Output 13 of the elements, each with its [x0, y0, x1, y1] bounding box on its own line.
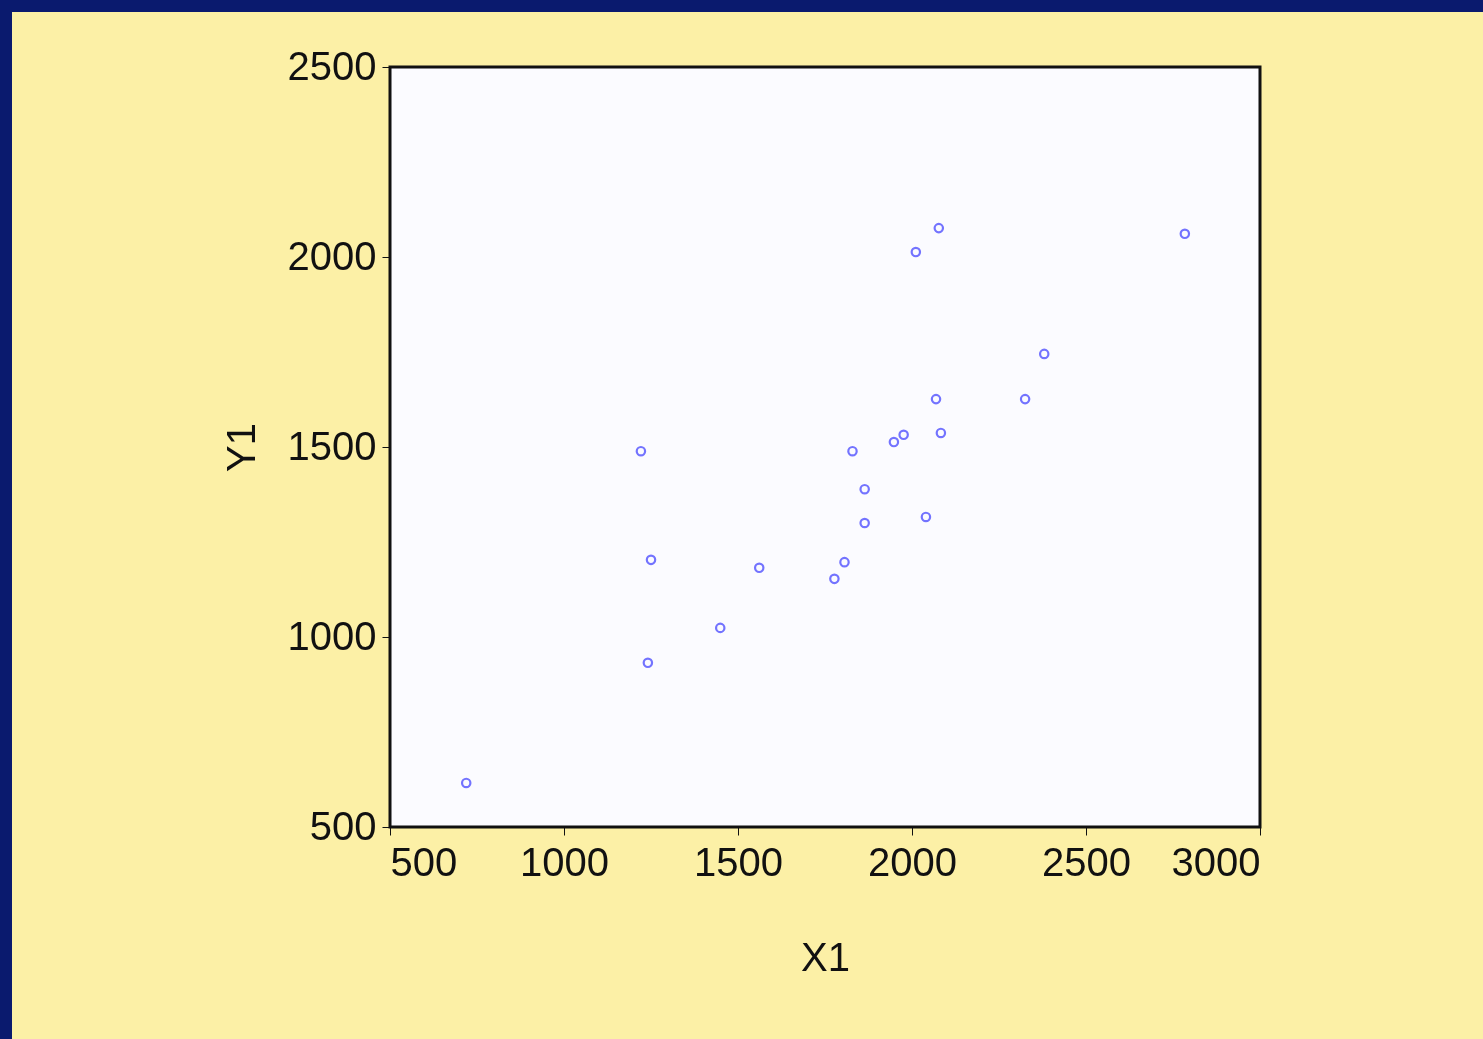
y-tick-label: 2000	[287, 233, 377, 278]
x-tick-label: 2500	[1042, 839, 1131, 884]
y-tick-label: 1500	[287, 423, 377, 468]
x-tick-label: 1000	[520, 839, 609, 884]
y-axis-title: Y1	[218, 423, 263, 472]
y-tick-label: 2500	[287, 43, 377, 88]
x-tick-label: 3000	[1171, 839, 1261, 884]
x-tick-label: 1500	[694, 839, 783, 884]
y-tick-label: 500	[309, 803, 377, 848]
x-tick-label: 2000	[868, 839, 957, 884]
x-tick-label: 500	[390, 839, 458, 884]
y-tick-label: 1000	[287, 613, 377, 658]
x-axis-title: X1	[801, 934, 850, 979]
